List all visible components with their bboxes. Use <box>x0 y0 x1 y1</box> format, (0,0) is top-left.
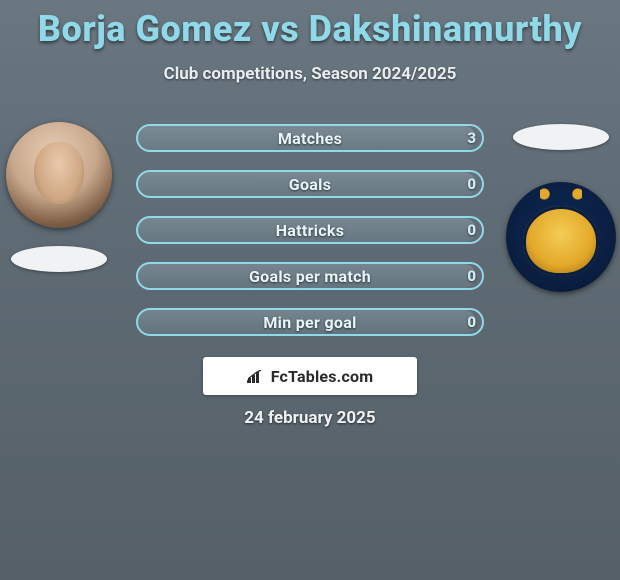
stat-label: Goals per match <box>136 262 484 290</box>
stat-value-left: 0 <box>467 170 476 198</box>
brand-text: FcTables.com <box>271 367 374 386</box>
stat-row: Min per goal 0 <box>136 308 484 336</box>
stat-row: Matches 3 <box>136 124 484 152</box>
date-text: 24 february 2025 <box>0 408 620 428</box>
stats-bars: Matches 3 Goals 0 Hattricks 0 Goals per … <box>136 124 484 336</box>
stat-row: Hattricks 0 <box>136 216 484 244</box>
flag-placeholder <box>513 124 609 150</box>
club-crest <box>506 182 616 292</box>
stat-label: Matches <box>136 124 484 152</box>
page-title: Borja Gomez vs Dakshinamurthy <box>0 0 620 50</box>
stat-row: Goals 0 <box>136 170 484 198</box>
stat-value-left: 0 <box>467 308 476 336</box>
stat-label: Hattricks <box>136 216 484 244</box>
stat-value-left: 0 <box>467 262 476 290</box>
stat-label: Goals <box>136 170 484 198</box>
player-right <box>508 180 614 292</box>
stat-value-left: 3 <box>467 124 476 152</box>
stat-label: Min per goal <box>136 308 484 336</box>
subtitle: Club competitions, Season 2024/2025 <box>0 64 620 84</box>
brand-box: FcTables.com <box>203 357 417 395</box>
flag-placeholder <box>11 246 107 272</box>
stat-value-left: 0 <box>467 216 476 244</box>
player-left <box>6 122 112 272</box>
avatar <box>6 122 112 228</box>
stat-row: Goals per match 0 <box>136 262 484 290</box>
bar-chart-icon <box>247 369 265 383</box>
